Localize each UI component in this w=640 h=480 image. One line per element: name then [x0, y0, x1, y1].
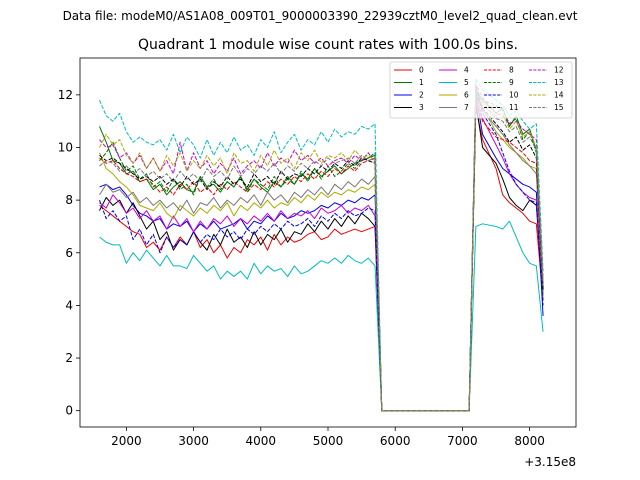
- series-line-14: [99, 96, 544, 412]
- y-tick-label: 4: [65, 298, 73, 312]
- x-tick-label: 4000: [246, 434, 277, 448]
- figure-suptitle: Data file: modeM0/AS1A08_009T01_90000033…: [63, 9, 578, 23]
- x-axis: 2000 3000 4000 5000 6000 7000 8000: [111, 427, 545, 448]
- x-tick-label: 6000: [380, 434, 411, 448]
- series-line-1: [99, 89, 544, 412]
- series-line-2: [99, 94, 544, 412]
- legend-label-3: 3: [419, 103, 424, 112]
- x-tick-label: 3000: [178, 434, 209, 448]
- series-line-10: [99, 83, 544, 412]
- series-line-0: [99, 107, 544, 412]
- legend-label-12: 12: [554, 66, 564, 75]
- series-line-11: [99, 94, 544, 412]
- y-tick-label: 8: [65, 193, 73, 207]
- x-tick-label: 7000: [447, 434, 478, 448]
- series-line-5: [99, 220, 544, 412]
- series-line-12: [99, 83, 544, 412]
- legend-label-5: 5: [464, 78, 469, 87]
- x-tick-label: 5000: [313, 434, 344, 448]
- legend-label-13: 13: [554, 78, 564, 87]
- y-tick-label: 6: [65, 246, 73, 260]
- y-tick-label: 0: [65, 404, 73, 418]
- legend-label-9: 9: [509, 78, 514, 87]
- y-tick-label: 2: [65, 351, 73, 365]
- series-line-15: [99, 91, 544, 412]
- y-tick-label: 12: [58, 88, 73, 102]
- legend-label-10: 10: [509, 91, 519, 100]
- y-tick-label: 10: [58, 140, 73, 154]
- legend-label-2: 2: [419, 91, 424, 100]
- legend-label-15: 15: [554, 103, 564, 112]
- chart-title: Quadrant 1 module wise count rates with …: [138, 37, 518, 53]
- legend-box: [389, 61, 573, 119]
- plot-lines: [99, 78, 544, 412]
- x-tick-label: 2000: [111, 434, 142, 448]
- x-axis-offset-label: +3.15e8: [524, 455, 576, 469]
- series-line-8: [99, 99, 544, 412]
- legend-label-6: 6: [464, 91, 469, 100]
- series-line-13: [99, 78, 544, 412]
- series-line-4: [99, 91, 544, 412]
- legend-label-4: 4: [464, 66, 469, 75]
- series-line-9: [99, 91, 544, 412]
- legend-label-8: 8: [509, 66, 514, 75]
- series-line-7: [99, 89, 544, 412]
- legend-label-11: 11: [509, 103, 519, 112]
- legend-label-1: 1: [419, 78, 424, 87]
- legend-label-14: 14: [554, 91, 564, 100]
- series-line-6: [99, 86, 544, 412]
- y-axis: 0 2 4 6 8 10 12: [58, 88, 80, 418]
- x-tick-label: 8000: [514, 434, 545, 448]
- legend-label-0: 0: [419, 66, 424, 75]
- legend-label-7: 7: [464, 103, 469, 112]
